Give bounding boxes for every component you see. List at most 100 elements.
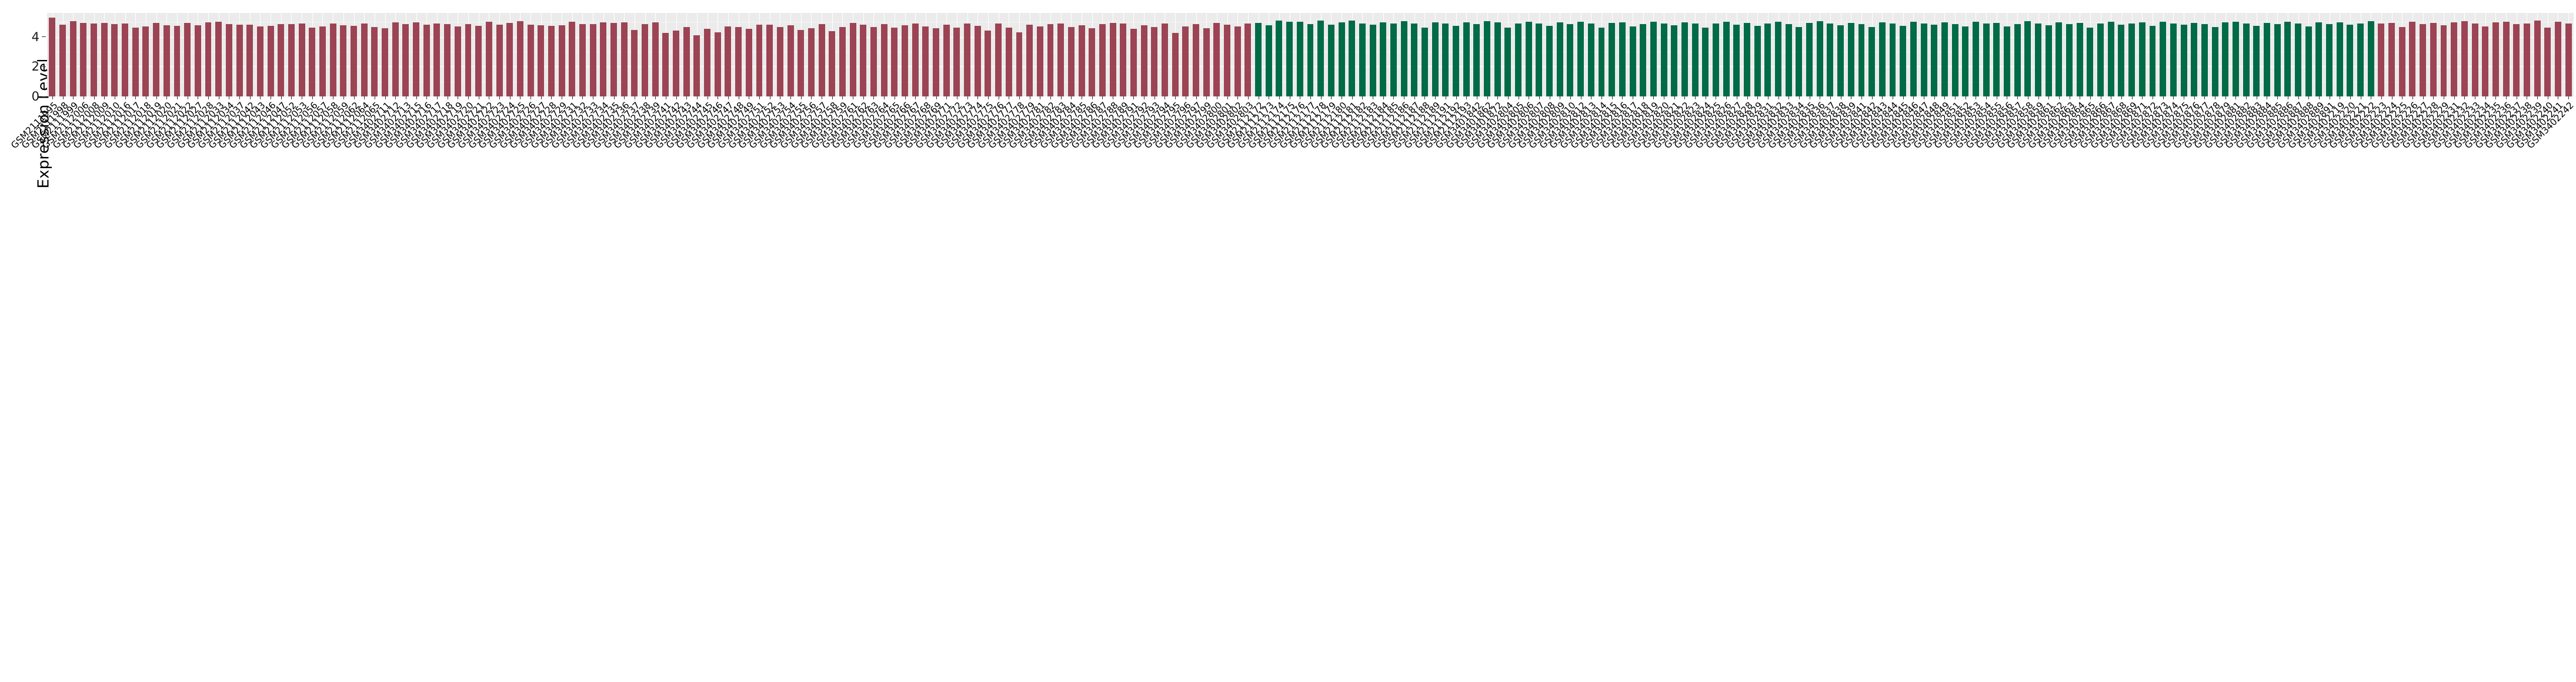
bar xyxy=(1099,24,1106,96)
bar xyxy=(382,28,389,96)
x-tickmark xyxy=(1497,96,1499,99)
bar xyxy=(1421,27,1428,96)
bar xyxy=(787,25,794,96)
bar xyxy=(2274,24,2281,96)
x-tickmark xyxy=(1154,96,1155,99)
bar xyxy=(1213,23,1220,96)
bar xyxy=(1827,24,1834,96)
x-tickmark xyxy=(416,96,417,99)
bar xyxy=(194,25,201,96)
x-tickmark xyxy=(2381,96,2382,99)
bar xyxy=(2222,22,2229,96)
bar xyxy=(1016,32,1023,96)
x-tickmark xyxy=(613,96,615,99)
x-tickmark xyxy=(1071,96,1072,99)
bar xyxy=(870,26,877,96)
bar xyxy=(49,17,56,96)
bar xyxy=(1941,22,1948,96)
bar xyxy=(1640,24,1647,96)
bar xyxy=(2471,24,2478,96)
bar xyxy=(69,21,76,96)
x-tickmark xyxy=(1611,96,1613,99)
bar xyxy=(1047,24,1054,96)
x-tickmark xyxy=(2163,96,2164,99)
bar xyxy=(1567,24,1574,96)
bar xyxy=(745,28,752,96)
x-tickmark xyxy=(135,96,136,99)
x-tickmark xyxy=(2173,96,2174,99)
x-tickmark xyxy=(800,96,802,99)
bar xyxy=(1900,25,1907,96)
x-tickmark xyxy=(395,96,396,99)
y-axis-tick: 2 xyxy=(32,59,46,73)
x-tickmark xyxy=(728,96,729,99)
bar xyxy=(2534,21,2541,96)
bar xyxy=(2502,21,2510,96)
bar xyxy=(2107,22,2114,96)
bar xyxy=(2066,24,2073,96)
x-tickmark xyxy=(863,96,864,99)
bar xyxy=(683,26,690,96)
x-tickmark xyxy=(499,96,500,99)
x-tickmark xyxy=(987,96,989,99)
bar xyxy=(538,25,545,96)
y-tick-label: 4 xyxy=(31,29,39,44)
bar xyxy=(1816,21,1823,96)
x-tickmark xyxy=(364,96,365,99)
bar xyxy=(662,33,669,96)
bar xyxy=(1764,24,1771,96)
x-tickmark xyxy=(1570,96,1571,99)
bar xyxy=(59,24,66,96)
bar xyxy=(256,26,263,96)
bar xyxy=(423,25,430,96)
x-tickmark xyxy=(676,96,677,99)
bar xyxy=(860,25,867,96)
bar xyxy=(2430,23,2437,96)
bar xyxy=(465,24,472,96)
x-tickmark xyxy=(946,96,947,99)
x-tickmark xyxy=(2277,96,2278,99)
bar xyxy=(1993,23,2000,96)
bar xyxy=(1556,22,1563,96)
x-tickmark xyxy=(2017,96,2018,99)
bar xyxy=(2440,25,2447,96)
x-tickmark xyxy=(1487,96,1488,99)
bar xyxy=(1868,27,1876,96)
x-tickmark xyxy=(125,96,126,99)
bar xyxy=(1151,26,1158,96)
x-tickmark xyxy=(260,96,261,99)
bar xyxy=(1587,24,1594,96)
x-tickmark xyxy=(2194,96,2195,99)
bar xyxy=(2243,24,2250,96)
x-tickmark xyxy=(1767,96,1769,99)
bar xyxy=(205,22,212,96)
x-tickmark xyxy=(2495,96,2497,99)
bar xyxy=(1837,25,1844,96)
bar xyxy=(579,24,586,96)
bar xyxy=(288,24,295,96)
x-tickmark xyxy=(343,96,344,99)
x-tickmark xyxy=(353,96,355,99)
x-tickmark xyxy=(239,96,241,99)
bar xyxy=(880,24,887,96)
bar xyxy=(1307,24,1314,96)
bar xyxy=(433,23,441,96)
bar xyxy=(1078,25,1085,96)
bar xyxy=(2315,22,2323,96)
bar xyxy=(298,23,305,96)
x-tickmark xyxy=(52,96,53,99)
bar xyxy=(943,24,950,96)
bar xyxy=(2420,24,2427,96)
bar xyxy=(1536,23,1543,96)
bar xyxy=(1411,24,1418,96)
bar xyxy=(1962,26,1969,96)
bar xyxy=(1369,24,1376,96)
x-tickmark xyxy=(936,96,937,99)
x-tickmark xyxy=(1196,96,1197,99)
bar xyxy=(2544,27,2551,96)
bar xyxy=(1057,23,1065,96)
bar xyxy=(2004,26,2010,96)
bar xyxy=(1878,22,1886,96)
x-tickmark xyxy=(2058,96,2060,99)
bar xyxy=(1598,28,1605,96)
